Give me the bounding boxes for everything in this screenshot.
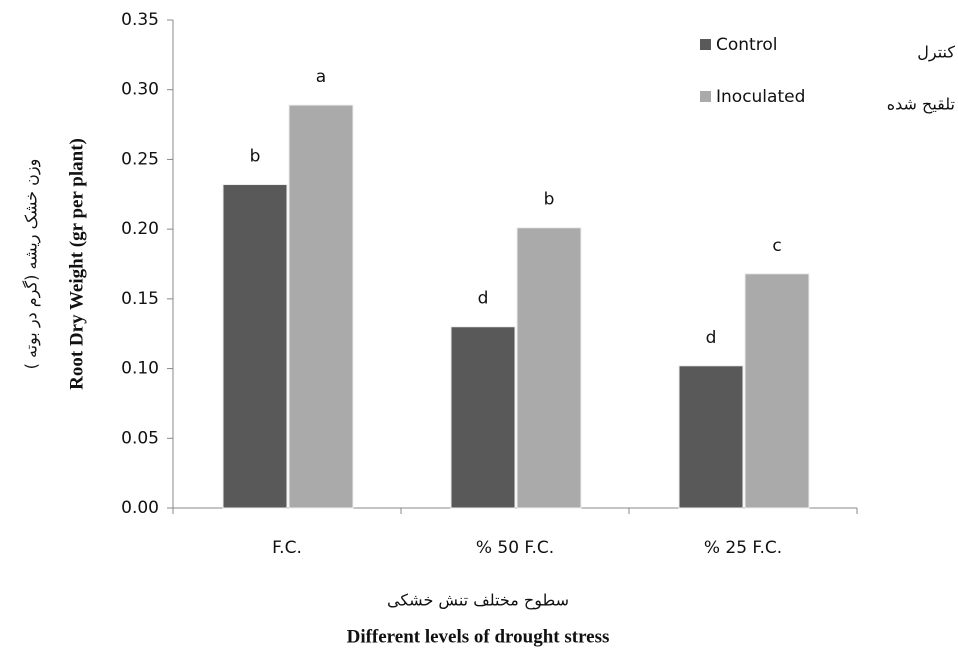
y-tick-label: 0.25	[121, 149, 159, 169]
y-tick-label: 0.35	[121, 10, 159, 30]
x-tick-label: % 25 F.C.	[704, 538, 782, 558]
significance-letter: a	[316, 67, 326, 87]
y-tick-label: 0.10	[121, 359, 159, 379]
x-axis-label: Different levels of drought stress	[347, 626, 610, 647]
x-tick-label: % 50 F.C.	[476, 538, 554, 558]
significance-letter: b	[544, 190, 555, 210]
legend-label: Control	[716, 35, 777, 55]
y-tick-label: 0.00	[121, 498, 159, 518]
y-axis-label-fa: وزن خشک ریشه (گرم در بوته )	[22, 159, 42, 370]
legend-label-fa: کنترل	[917, 43, 955, 63]
bar	[678, 365, 744, 509]
x-tick-label: F.C.	[272, 538, 302, 558]
legend-label-fa: تلقیح شده	[887, 95, 955, 115]
significance-letter: c	[772, 236, 781, 256]
legend-swatch	[700, 91, 711, 102]
y-axis-label: Root Dry Weight (gr per plant)	[66, 138, 87, 390]
significance-letter: b	[250, 147, 261, 167]
legend-label: Inoculated	[716, 87, 805, 107]
significance-letter: d	[478, 289, 489, 309]
bar	[450, 326, 516, 509]
y-tick-label: 0.30	[121, 80, 159, 100]
bar	[744, 273, 810, 509]
x-axis-label-fa: سطوح مختلف تنش خشکی	[387, 591, 569, 611]
y-tick-label: 0.05	[121, 428, 159, 448]
y-tick-label: 0.20	[121, 219, 159, 239]
bar	[288, 104, 354, 509]
significance-letter: d	[706, 328, 717, 348]
y-tick-label: 0.15	[121, 289, 159, 309]
bar	[222, 184, 288, 509]
bar	[516, 227, 582, 509]
legend-swatch	[700, 39, 711, 50]
